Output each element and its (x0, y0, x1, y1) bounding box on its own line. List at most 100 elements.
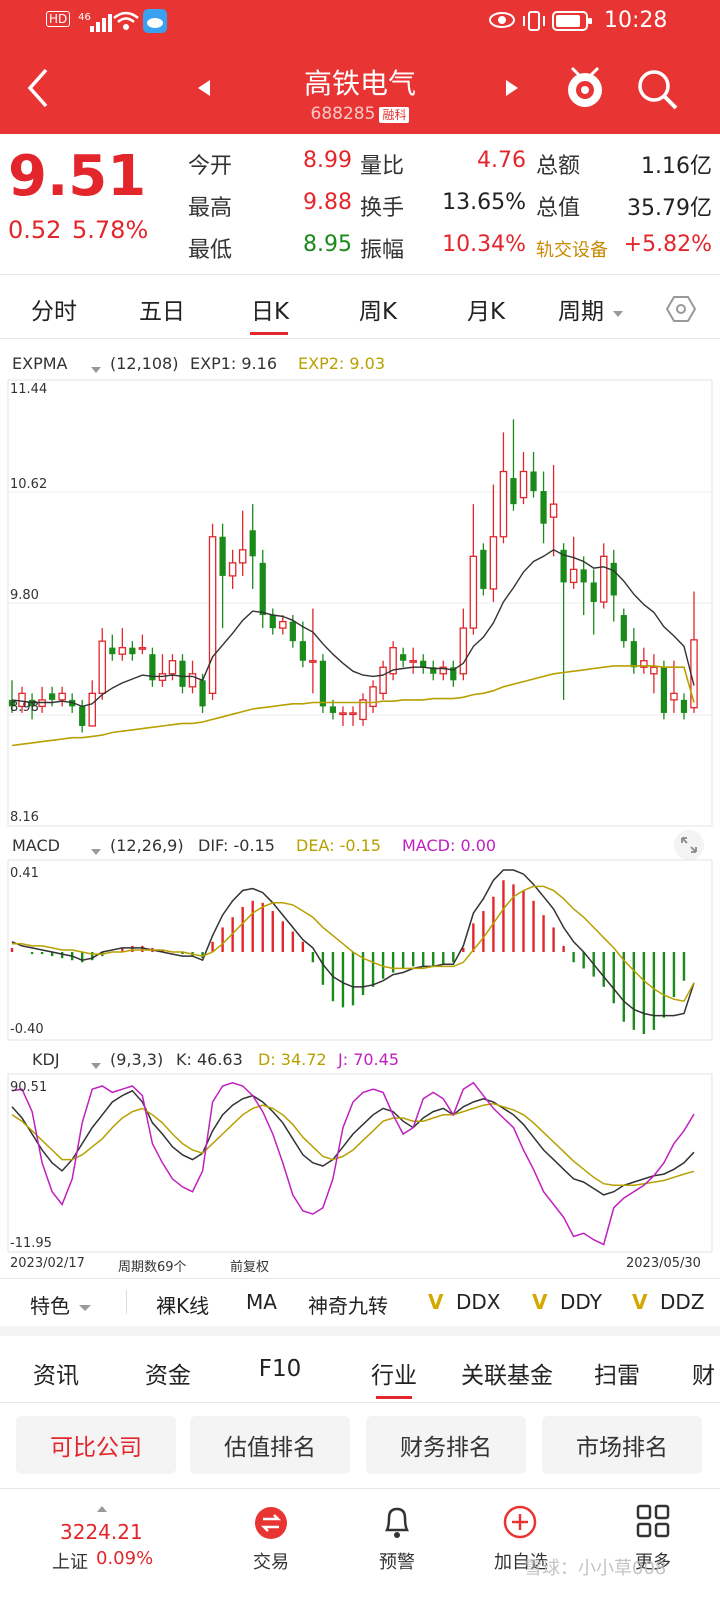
candle-body (530, 471, 537, 492)
chip-peer-companies[interactable]: 可比公司 (16, 1416, 176, 1474)
candle-body (650, 666, 658, 675)
candle-body (208, 536, 217, 694)
candle-body (118, 647, 127, 655)
tab-related-funds[interactable]: 关联基金 (461, 1363, 553, 1389)
separator (126, 1290, 127, 1314)
candle-body (620, 615, 627, 642)
next-stock-button[interactable] (504, 78, 520, 102)
kdj-j: J: 70.45 (338, 1050, 399, 1069)
bell-icon (380, 1504, 414, 1544)
candle-body (489, 536, 498, 590)
feature-ddz[interactable]: DDZ (660, 1290, 705, 1314)
kdj-k: K: 46.63 (176, 1050, 243, 1069)
candle-body (569, 568, 578, 584)
candle-body (98, 640, 107, 694)
start-date: 2023/02/17 (10, 1256, 85, 1271)
candle-body (510, 478, 517, 505)
tab-five-day[interactable]: 五日 (139, 299, 185, 325)
index-value[interactable]: 3224.21 (60, 1520, 143, 1544)
macd-dea: DEA: -0.15 (296, 836, 381, 855)
sector-link[interactable]: 轨交设备 (536, 240, 608, 261)
macd-axis-max: 0.41 (10, 866, 39, 881)
market-cap-value: 35.79亿 (627, 196, 712, 221)
triangle-up-icon (96, 1498, 108, 1517)
feature-ddx[interactable]: DDX (456, 1290, 501, 1314)
candle-body (279, 620, 287, 629)
tab-news[interactable]: 资讯 (33, 1363, 79, 1389)
kdj-params: (9,3,3) (110, 1050, 164, 1069)
candle-body (379, 666, 387, 694)
candle-body (409, 660, 417, 663)
candle-body (590, 582, 597, 602)
price-axis-tick: 8.98 (10, 700, 39, 715)
back-button[interactable] (22, 66, 56, 114)
tab-weekly-k[interactable]: 周K (358, 299, 398, 325)
kdj-axis-max: 90.51 (10, 1080, 48, 1095)
tab-timeshare[interactable]: 分时 (31, 299, 77, 325)
feature-ddy[interactable]: DDY (560, 1290, 602, 1314)
app-header: HD 46 10:28 高铁电气 688285 融科 (0, 0, 720, 134)
battery-icon (552, 9, 594, 39)
tab-monthly-k[interactable]: 月K (466, 299, 506, 325)
adjust-mode[interactable]: 前复权 (230, 1260, 270, 1275)
feature-bare-k[interactable]: 裸K线 (156, 1294, 210, 1318)
nav-trade[interactable]: 交易 (253, 1552, 289, 1573)
prev-stock-button[interactable] (196, 78, 212, 102)
tab-industry[interactable]: 行业 (371, 1363, 417, 1389)
hd-badge: HD 46 (46, 11, 91, 42)
feature-ma[interactable]: MA (246, 1290, 277, 1314)
candle-body (549, 503, 558, 518)
chip-valuation-rank[interactable]: 估值排名 (190, 1416, 350, 1474)
volume-ratio-label: 量比 (360, 154, 405, 179)
kline-chart[interactable] (0, 0, 720, 1270)
price-change-pct: 5.78% (72, 216, 149, 244)
candle-body (109, 647, 116, 655)
tab-finance[interactable]: 财 (692, 1363, 715, 1389)
price-change: 0.52 (8, 216, 62, 244)
macd-panel-frame (7, 859, 713, 1041)
chevron-down-icon (90, 360, 102, 379)
nav-more[interactable]: 更多 (635, 1552, 671, 1573)
active-tab-indicator (376, 1396, 412, 1399)
candle-body (168, 660, 177, 675)
nav-add-watchlist[interactable]: 加自选 (494, 1552, 548, 1573)
chip-market-rank[interactable]: 市场排名 (542, 1416, 702, 1474)
feature-special[interactable]: 特色 (30, 1294, 70, 1318)
candle-body (249, 530, 256, 557)
tab-period[interactable]: 周期 (558, 299, 604, 325)
tab-f10[interactable]: F10 (258, 1356, 302, 1382)
expma-exp1: EXP1: 9.16 (190, 354, 277, 373)
candle-body (389, 647, 397, 675)
tab-risk-scan[interactable]: 扫雷 (594, 1363, 640, 1389)
kdj-name: KDJ (32, 1050, 60, 1069)
search-button[interactable] (636, 68, 680, 116)
active-tab-indicator (250, 332, 288, 335)
candle-body (480, 549, 487, 589)
k-line (11, 1089, 695, 1196)
tab-daily-k[interactable]: 日K (250, 299, 290, 325)
candle-body (238, 549, 247, 564)
candle-body (219, 536, 226, 576)
fullscreen-button[interactable] (674, 830, 704, 864)
amplitude-value: 10.34% (442, 232, 526, 257)
period-dropdown-icon (612, 304, 624, 323)
candle-body (369, 686, 377, 708)
end-date: 2023/05/30 (626, 1256, 701, 1271)
stock-code: 688285 融科 (0, 104, 720, 124)
candle-body (299, 641, 306, 661)
kdj-d: D: 34.72 (258, 1050, 327, 1069)
candle-body (680, 699, 688, 713)
candle-body (329, 706, 337, 713)
volume-ratio-value: 4.76 (477, 148, 526, 173)
turnover-rate-label: 换手 (360, 196, 405, 221)
nav-alert[interactable]: 预警 (379, 1552, 415, 1573)
chip-finance-rank[interactable]: 财务排名 (366, 1416, 526, 1474)
candle-body (640, 660, 648, 668)
high-value: 9.88 (303, 190, 352, 215)
divider (0, 1402, 720, 1403)
feature-magic-nine[interactable]: 神奇九转 (308, 1294, 388, 1318)
price-axis-tick: 9.80 (10, 588, 39, 603)
settings-button[interactable] (665, 294, 697, 328)
alert-bot-button[interactable] (562, 62, 608, 116)
tab-funds[interactable]: 资金 (145, 1363, 191, 1389)
